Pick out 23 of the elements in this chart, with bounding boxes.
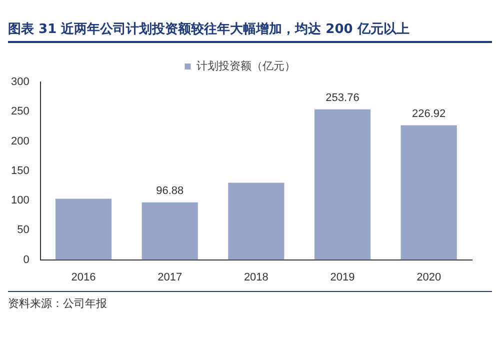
bar <box>228 182 284 260</box>
text: 资料来源：公司年报 <box>8 296 108 311</box>
y-tick-label: 100 <box>10 194 30 207</box>
data-label: 226.92 <box>412 108 446 120</box>
y-tick-label: 150 <box>10 164 30 177</box>
data-label: 253.76 <box>326 92 360 104</box>
legend-label: 计划投资额（亿元） <box>196 59 296 72</box>
y-tick-label: 300 <box>10 76 30 88</box>
bar <box>142 202 198 260</box>
y-tick-label: 0 <box>23 254 30 266</box>
y-tick-label: 250 <box>10 106 30 118</box>
x-tick-label: 2020 <box>416 271 442 284</box>
x-tick-label: 2019 <box>330 271 355 284</box>
y-tick-label: 50 <box>17 224 30 236</box>
bar <box>55 198 112 260</box>
bar <box>400 125 457 260</box>
data-label: 96.88 <box>156 184 184 197</box>
x-tick-label: 2016 <box>71 271 96 284</box>
x-tick-label: 2018 <box>244 271 268 284</box>
x-tick-label: 2017 <box>158 271 182 284</box>
y-tick-label: 200 <box>10 135 30 148</box>
chart-title: 图表 31 近两年公司计划投资额较往年大幅增加，均达 200 亿元以上 <box>8 20 492 43</box>
bar <box>314 109 371 260</box>
